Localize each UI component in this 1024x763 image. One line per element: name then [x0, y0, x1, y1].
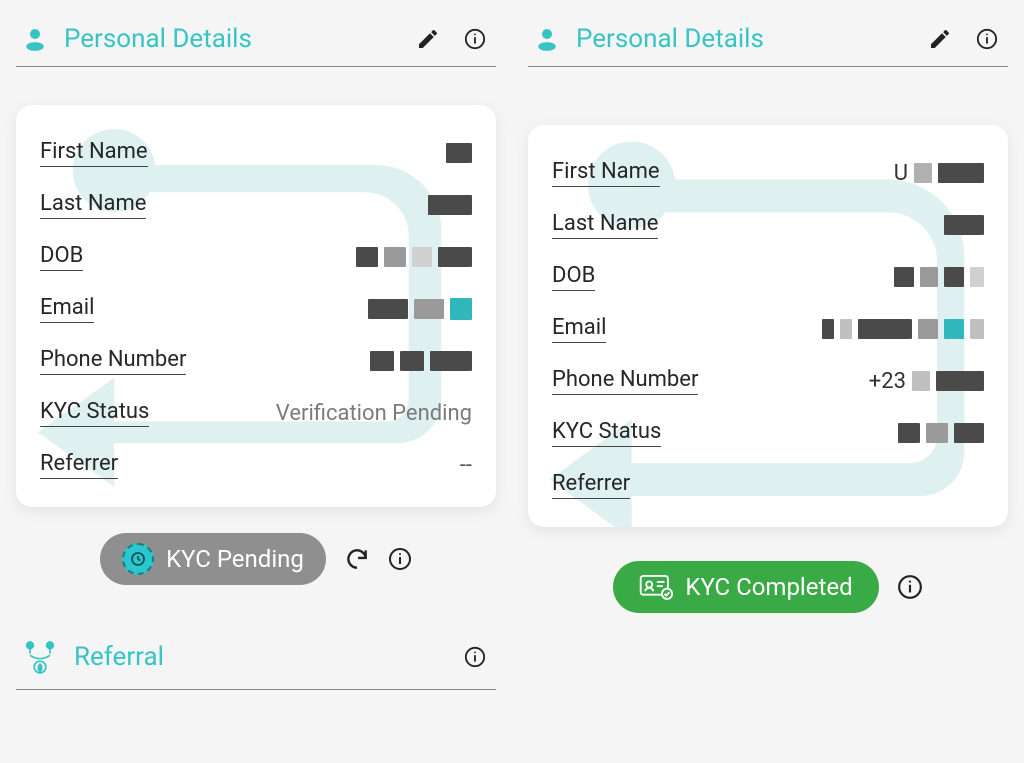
field-phone: Phone Number +23: [552, 367, 984, 395]
field-referrer: Referrer: [552, 471, 984, 499]
referral-header: $ Referral: [16, 623, 496, 690]
edit-icon[interactable]: [416, 27, 440, 51]
field-label: Phone Number: [40, 347, 186, 375]
field-email: Email: [40, 295, 472, 323]
kyc-status-row: KYC Pending: [16, 533, 496, 585]
first-name-value: U: [894, 161, 908, 186]
info-icon[interactable]: [464, 646, 486, 668]
field-referrer: Referrer --: [40, 451, 472, 479]
referral-section: $ Referral: [16, 623, 496, 690]
field-email: Email: [552, 315, 984, 343]
person-icon: [532, 24, 562, 54]
info-icon[interactable]: [976, 28, 998, 50]
field-label: DOB: [40, 243, 83, 271]
phone-value: +23: [869, 369, 906, 394]
refresh-icon[interactable]: [344, 546, 370, 572]
section-title: Personal Details: [64, 24, 252, 54]
id-card-check-icon: [639, 574, 673, 600]
field-label: First Name: [40, 139, 148, 167]
kyc-status-value: Verification Pending: [276, 401, 472, 426]
field-dob: DOB: [552, 263, 984, 291]
field-label: Email: [552, 315, 606, 343]
field-last-name: Last Name: [552, 211, 984, 239]
field-label: Last Name: [40, 191, 146, 219]
referrer-value: --: [460, 453, 472, 478]
pill-label: KYC Pending: [166, 545, 304, 573]
pill-label: KYC Completed: [685, 573, 852, 601]
field-first-name: First Name U: [552, 159, 984, 187]
left-panel: Personal Details First Name Last Name DO…: [0, 0, 512, 763]
kyc-completed-pill[interactable]: KYC Completed: [613, 561, 878, 613]
section-title: Personal Details: [576, 24, 764, 54]
clock-icon: [122, 543, 154, 575]
field-label: Referrer: [40, 451, 118, 479]
right-panel: Personal Details First Name U Last Name: [512, 0, 1024, 763]
field-label: KYC Status: [552, 419, 661, 447]
kyc-status-row: KYC Completed: [528, 561, 1008, 613]
field-kyc-status: KYC Status: [552, 419, 984, 447]
info-icon[interactable]: [388, 547, 412, 571]
field-label: DOB: [552, 263, 595, 291]
edit-icon[interactable]: [928, 27, 952, 51]
personal-details-card: First Name Last Name DOB Email: [16, 105, 496, 507]
field-label: Phone Number: [552, 367, 698, 395]
referral-icon: $: [20, 637, 60, 677]
field-label: Referrer: [552, 471, 630, 499]
field-label: Last Name: [552, 211, 658, 239]
field-label: First Name: [552, 159, 660, 187]
field-last-name: Last Name: [40, 191, 472, 219]
field-dob: DOB: [40, 243, 472, 271]
personal-details-header: Personal Details: [16, 10, 496, 67]
field-phone: Phone Number: [40, 347, 472, 375]
svg-text:$: $: [38, 663, 42, 672]
personal-details-card: First Name U Last Name DOB Email: [528, 125, 1008, 527]
person-icon: [20, 24, 50, 54]
kyc-pending-pill[interactable]: KYC Pending: [100, 533, 326, 585]
field-label: KYC Status: [40, 399, 149, 427]
section-title: Referral: [74, 642, 164, 672]
field-kyc-status: KYC Status Verification Pending: [40, 399, 472, 427]
personal-details-header: Personal Details: [528, 10, 1008, 67]
info-icon[interactable]: [897, 574, 923, 600]
field-label: Email: [40, 295, 94, 323]
info-icon[interactable]: [464, 28, 486, 50]
field-first-name: First Name: [40, 139, 472, 167]
